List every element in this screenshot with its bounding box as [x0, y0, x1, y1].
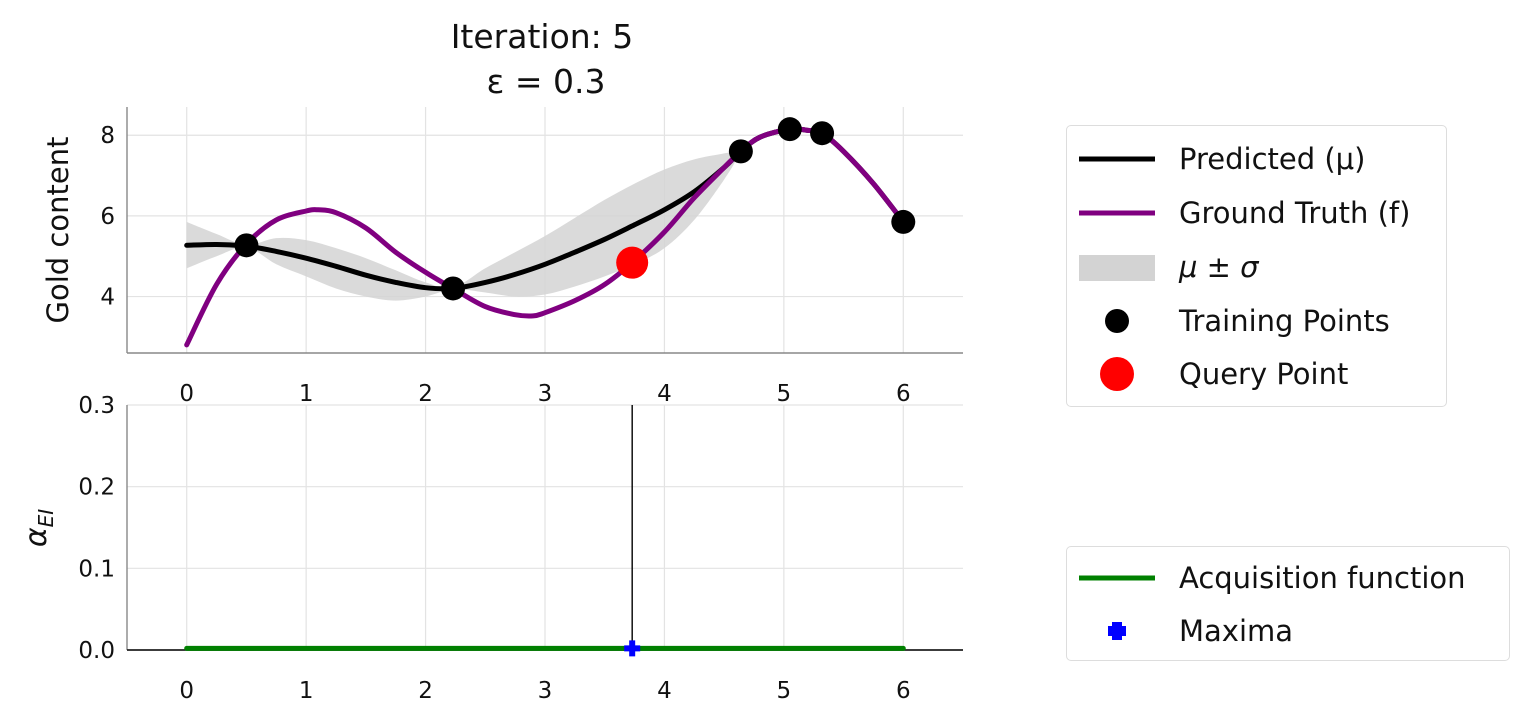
legend-label-maxima: Maxima	[1179, 614, 1294, 648]
legend-label-ground-truth: Ground Truth (f)	[1179, 196, 1411, 230]
legend-label-acquisition: Acquisition function	[1179, 561, 1466, 595]
x-tick-label: 3	[538, 381, 553, 407]
y-tick-label: 0.3	[78, 393, 115, 419]
x-tick-label: 2	[418, 381, 433, 407]
top-plot: 0 1 2 3 4 5 6 4 6 8	[100, 107, 963, 407]
training-point	[810, 121, 835, 146]
top-y-axis-label: Gold content	[41, 137, 75, 324]
legend-swatch-acquisition	[1079, 575, 1155, 581]
x-tick-label: 4	[657, 381, 672, 407]
training-point	[728, 139, 753, 164]
x-tick-label: 1	[299, 381, 314, 407]
x-tick-label: 2	[418, 678, 433, 704]
legend-item-maxima: Maxima	[1067, 605, 1509, 657]
maxima-marker	[624, 640, 641, 657]
legend-swatch-training	[1105, 309, 1129, 333]
training-point	[234, 233, 259, 258]
training-point	[441, 276, 466, 301]
x-tick-label: 6	[896, 381, 911, 407]
legend-item-acquisition: Acquisition function	[1067, 552, 1509, 604]
y-tick-label: 0.1	[78, 556, 115, 582]
x-tick-label: 6	[896, 678, 911, 704]
y-tick-label: 6	[100, 204, 115, 230]
legend-label-band: μ ± σ	[1179, 250, 1259, 284]
y-tick-label: 0.0	[78, 638, 115, 664]
x-tick-label: 5	[777, 381, 792, 407]
legend-item-ground-truth: Ground Truth (f)	[1067, 187, 1446, 239]
x-tick-label: 0	[179, 678, 194, 704]
legend-swatch-predicted	[1079, 156, 1155, 162]
legend-label-predicted: Predicted (μ)	[1179, 142, 1366, 176]
chart-title: Iteration: 5	[451, 17, 634, 56]
x-tick-label: 0	[179, 381, 194, 407]
x-tick-label: 3	[538, 678, 553, 704]
legend-swatch-ground-truth	[1079, 210, 1155, 216]
training-point	[891, 209, 916, 234]
y-tick-label: 8	[100, 123, 115, 149]
legend-item-query: Query Point	[1067, 348, 1446, 400]
alpha-subscript: EI	[34, 509, 58, 528]
x-tick-label: 1	[299, 678, 314, 704]
legend-bottom: Acquisition function Maxima	[1066, 546, 1510, 661]
legend-swatch-maxima	[1108, 622, 1126, 640]
alpha-symbol: α	[19, 527, 54, 547]
x-tick-label: 5	[777, 678, 792, 704]
y-tick-label: 4	[100, 285, 115, 311]
x-tick-label: 4	[657, 678, 672, 704]
bottom-plot: 0 1 2 3 4 5 6 0.0 0.1 0.2 0.3	[78, 393, 963, 704]
bottom-y-axis-label: αEI	[19, 509, 58, 547]
legend-label-training: Training Points	[1179, 304, 1390, 338]
legend-swatch-band	[1079, 255, 1155, 281]
query-point	[616, 246, 649, 279]
legend-item-training: Training Points	[1067, 295, 1446, 347]
legend-label-query: Query Point	[1179, 357, 1349, 391]
y-tick-label: 0.2	[78, 475, 115, 501]
chart-subtitle: ε = 0.3	[487, 62, 606, 101]
legend-item-band: μ ± σ	[1067, 241, 1446, 293]
training-point	[777, 117, 802, 142]
legend-swatch-query	[1100, 357, 1134, 391]
legend-item-predicted: Predicted (μ)	[1067, 133, 1446, 185]
legend-top: Predicted (μ) Ground Truth (f) μ ± σ Tra…	[1066, 125, 1447, 407]
